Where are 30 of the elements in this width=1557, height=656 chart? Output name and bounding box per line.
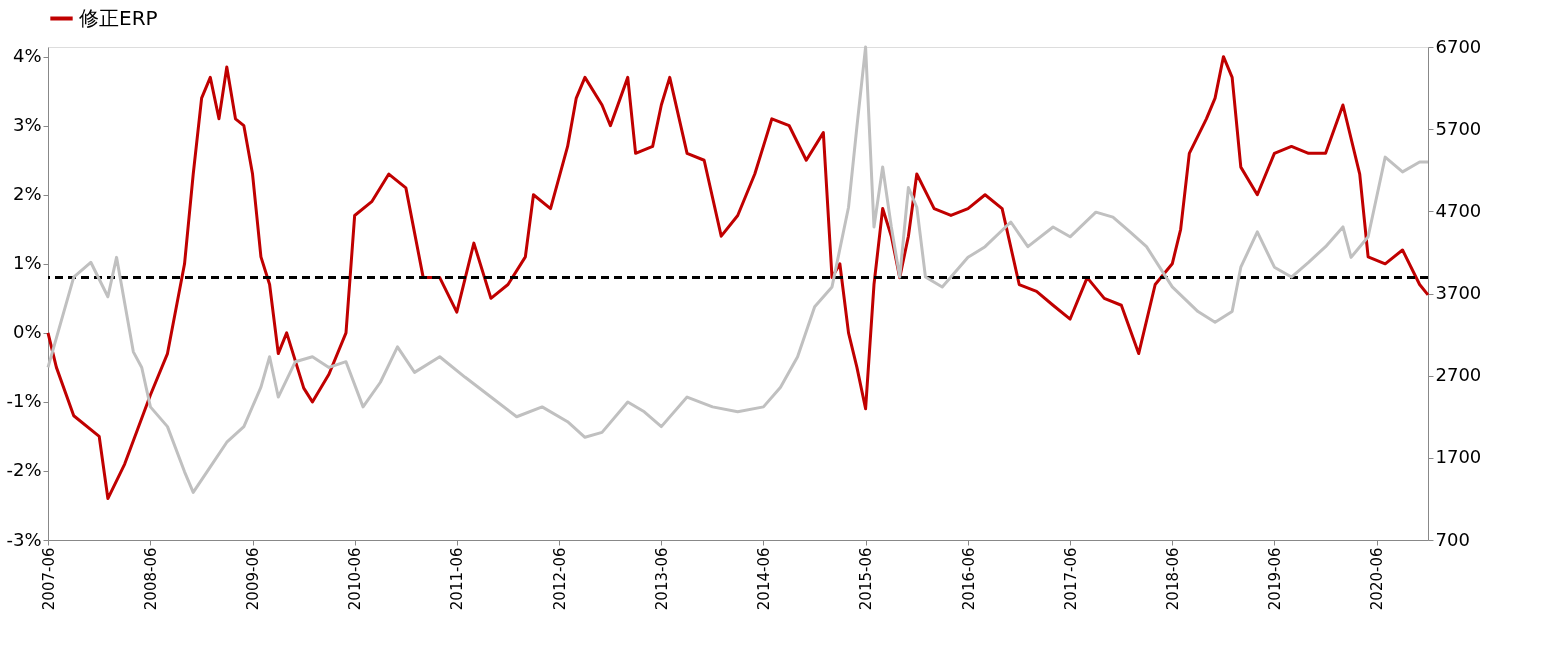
x-tick-label: 2012-06 (550, 547, 569, 611)
y2-tick-label: 700 (1435, 528, 1470, 550)
y2-tick-label: 5700 (1435, 117, 1482, 139)
y2-tick-label: 6700 (1435, 35, 1482, 57)
x-tick-label: 2016-06 (959, 547, 978, 611)
y-tick-label: 3% (12, 114, 42, 136)
x-tick-label: 2013-06 (652, 547, 671, 611)
y2-tick-label: 1700 (1435, 446, 1482, 468)
y-tick-label: -3% (6, 528, 42, 550)
x-tick-label: 2010-06 (346, 547, 365, 611)
x-tick-label: 2017-06 (1061, 547, 1080, 611)
x-tick-label: 2007-06 (39, 547, 58, 611)
x-tick-label: 2014-06 (754, 547, 773, 611)
y2-tick-label: 3700 (1435, 282, 1482, 303)
x-tick-label: 2009-06 (244, 547, 263, 611)
y2-tick-label: 2700 (1435, 364, 1482, 386)
x-tick-label: 2015-06 (857, 547, 876, 611)
y-tick-label: 4% (12, 45, 42, 67)
x-tick-label: 2018-06 (1163, 547, 1182, 611)
y-tick-label: -1% (6, 390, 42, 412)
y2-tick-label: 4700 (1435, 199, 1482, 221)
x-tick-label: 2011-06 (448, 547, 467, 611)
y-tick-label: 2% (12, 183, 42, 205)
y-tick-label: 0% (12, 321, 42, 343)
y-tick-label: 1% (12, 252, 42, 274)
y-tick-label: -2% (6, 459, 42, 481)
x-tick-label: 2020-06 (1368, 547, 1387, 611)
x-tick-label: 2008-06 (141, 547, 160, 611)
legend-label: 修正ERP (79, 5, 158, 30)
x-tick-label: 2019-06 (1265, 547, 1284, 611)
